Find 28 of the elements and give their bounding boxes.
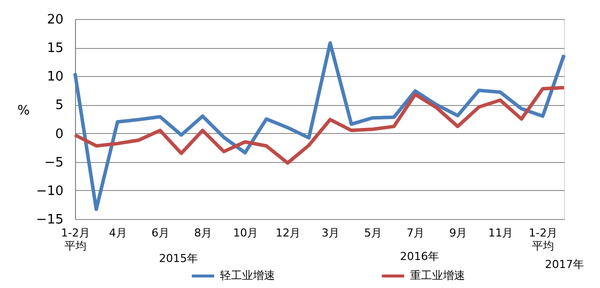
x-tick-label: 8月 — [194, 226, 212, 240]
y-tick-label: 10 — [46, 70, 64, 85]
x-tick-label: 11月 — [488, 226, 514, 240]
x-tick-label: 12月 — [276, 226, 301, 240]
y-tick-label: 5 — [55, 98, 64, 114]
legend-label: 轻工业增速 — [220, 269, 275, 282]
x-tick-label: 10月 — [233, 226, 258, 240]
y-tick-label: −5 — [44, 155, 64, 170]
x-tick-label: 3月 — [322, 226, 340, 240]
y-tick-label: −15 — [36, 212, 64, 228]
line-series — [73, 86, 566, 165]
y-tick-label: 15 — [46, 41, 64, 56]
x-tick-label: 7月 — [406, 226, 425, 240]
x-tick-label: 6月 — [152, 226, 170, 240]
x-tick-label: 4月 — [109, 226, 128, 240]
x-tick-label: 9月 — [449, 226, 468, 240]
x-tick-label: 1-2月平均 — [61, 226, 90, 252]
y-axis-title: % — [17, 104, 30, 118]
text: 2015年 — [159, 252, 198, 265]
text: 2017年 — [545, 258, 584, 271]
text: 2016年 — [400, 250, 439, 263]
y-tick-label: 20 — [46, 12, 64, 28]
legend-label: 重工业增速 — [410, 269, 465, 282]
y-tick-label: 0 — [55, 126, 64, 142]
y-tick-label: −10 — [36, 184, 64, 199]
x-tick-label: 5月 — [364, 226, 382, 240]
line-series — [73, 41, 566, 212]
x-tick-label: 1-2月平均 — [528, 226, 558, 252]
